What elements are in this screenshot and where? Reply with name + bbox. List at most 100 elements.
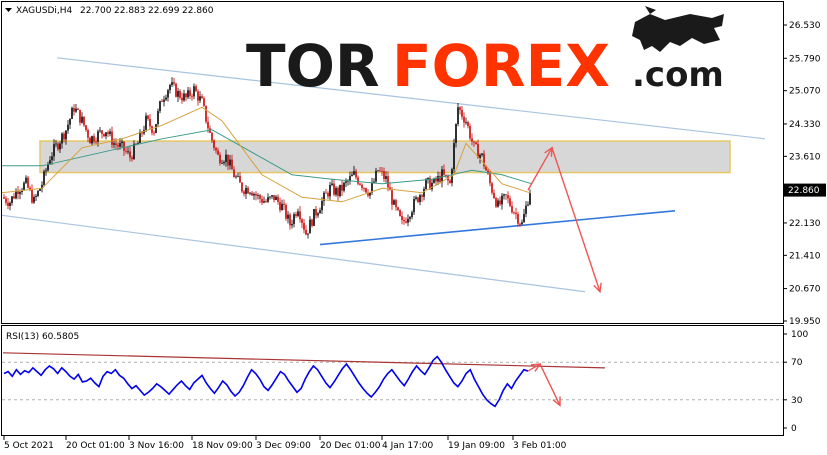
candle-body (171, 82, 173, 85)
candle-body (241, 182, 243, 192)
candle-body (219, 154, 221, 164)
candle-body (19, 191, 21, 194)
candle-body (509, 198, 511, 206)
candle-body (515, 212, 517, 214)
candle-body (307, 233, 309, 235)
candle-body (277, 196, 279, 202)
candle-body (325, 192, 327, 194)
candle-body (383, 171, 385, 179)
chart-header: XAGUSDi,H4 22.700 22.883 22.699 22.860 (5, 6, 214, 16)
candle-body (423, 188, 425, 197)
candle-body (381, 170, 383, 172)
candle-body (449, 180, 451, 183)
candle-body (267, 197, 269, 202)
resistance-zone (39, 140, 731, 174)
candle-body (57, 143, 59, 150)
candle-body (37, 190, 39, 196)
candle-body (235, 176, 237, 178)
candle-body (105, 132, 107, 137)
candle-body (243, 191, 245, 194)
candle-body (411, 212, 413, 218)
price-tick-label: 19.950 (789, 317, 821, 327)
candle-body (177, 91, 179, 97)
time-tick-label: 4 Jan 17:00 (382, 441, 434, 451)
candle-body (225, 154, 227, 162)
channel-upper-line (56, 57, 766, 140)
candle-body (247, 187, 249, 194)
candle-body (473, 141, 475, 143)
candle-body (445, 174, 447, 177)
candle-body (467, 122, 469, 127)
candle-body (227, 154, 229, 166)
candle-body (181, 97, 183, 101)
candle-body (475, 142, 477, 145)
high-value: 22.883 (114, 6, 146, 16)
candle-body (239, 175, 241, 183)
time-tick-label: 3 Nov 16:00 (129, 441, 184, 451)
candle-body (469, 126, 471, 139)
dropdown-triangle-icon[interactable] (5, 8, 12, 12)
candle-body (211, 132, 213, 141)
candle-body (427, 177, 429, 180)
rsi-trend-line (2, 352, 606, 369)
rsi-tick-label: 70 (791, 358, 803, 368)
candle-body (359, 183, 361, 185)
candle-body (91, 136, 93, 144)
candle-body (199, 96, 201, 101)
candle-body (145, 115, 147, 130)
candle-body (453, 142, 455, 170)
candle-body (191, 95, 193, 97)
time-axis: 5 Oct 2021 20 Oct 01:00 3 Nov 16:00 18 Nov … (3, 436, 567, 451)
candle-body (417, 197, 419, 203)
candle-body (245, 187, 247, 194)
candle-body (309, 219, 311, 234)
arrow-head-icon (593, 282, 602, 294)
candle-body (159, 101, 161, 112)
candle-body (249, 192, 251, 194)
candle-body (519, 223, 521, 225)
candle-body (255, 193, 257, 196)
candle-body (503, 194, 505, 196)
time-tick-label: 19 Jan 09:00 (448, 441, 505, 451)
candle-body (75, 108, 77, 112)
candle-body (289, 214, 291, 226)
candle-body (443, 169, 445, 175)
candle-body (373, 181, 375, 183)
time-tick-label: 3 Dec 09:00 (256, 441, 311, 451)
candle-body (119, 143, 121, 147)
candle-body (299, 211, 301, 220)
candle-body (319, 210, 321, 214)
candle-body (397, 207, 399, 211)
candle-body (109, 131, 111, 134)
candle-body (269, 196, 271, 198)
candle-body (441, 169, 443, 183)
candle-body (507, 195, 509, 199)
candle-body (41, 184, 43, 189)
candles-group (3, 77, 531, 239)
candle-body (379, 170, 381, 172)
candle-body (465, 122, 467, 123)
candle-body (65, 130, 67, 140)
candle-body (103, 133, 105, 137)
candle-body (371, 182, 373, 193)
candle-body (283, 203, 285, 205)
current-price-label: 22.860 (788, 186, 820, 196)
candle-body (197, 91, 199, 101)
rsi-panel[interactable] (1, 325, 784, 436)
candle-body (151, 126, 153, 133)
time-tick-label: 18 Nov 09:00 (192, 441, 253, 451)
candle-body (29, 187, 31, 190)
candle-body (311, 219, 313, 226)
candle-body (49, 160, 51, 165)
candle-body (131, 157, 133, 160)
candle-body (351, 174, 353, 177)
candle-body (305, 229, 307, 235)
candle-body (363, 187, 365, 189)
candle-body (459, 107, 461, 110)
candle-body (335, 187, 337, 195)
candle-body (69, 118, 71, 125)
candle-body (77, 108, 79, 110)
rsi-tick-label: 30 (791, 396, 803, 406)
candle-body (521, 222, 523, 225)
